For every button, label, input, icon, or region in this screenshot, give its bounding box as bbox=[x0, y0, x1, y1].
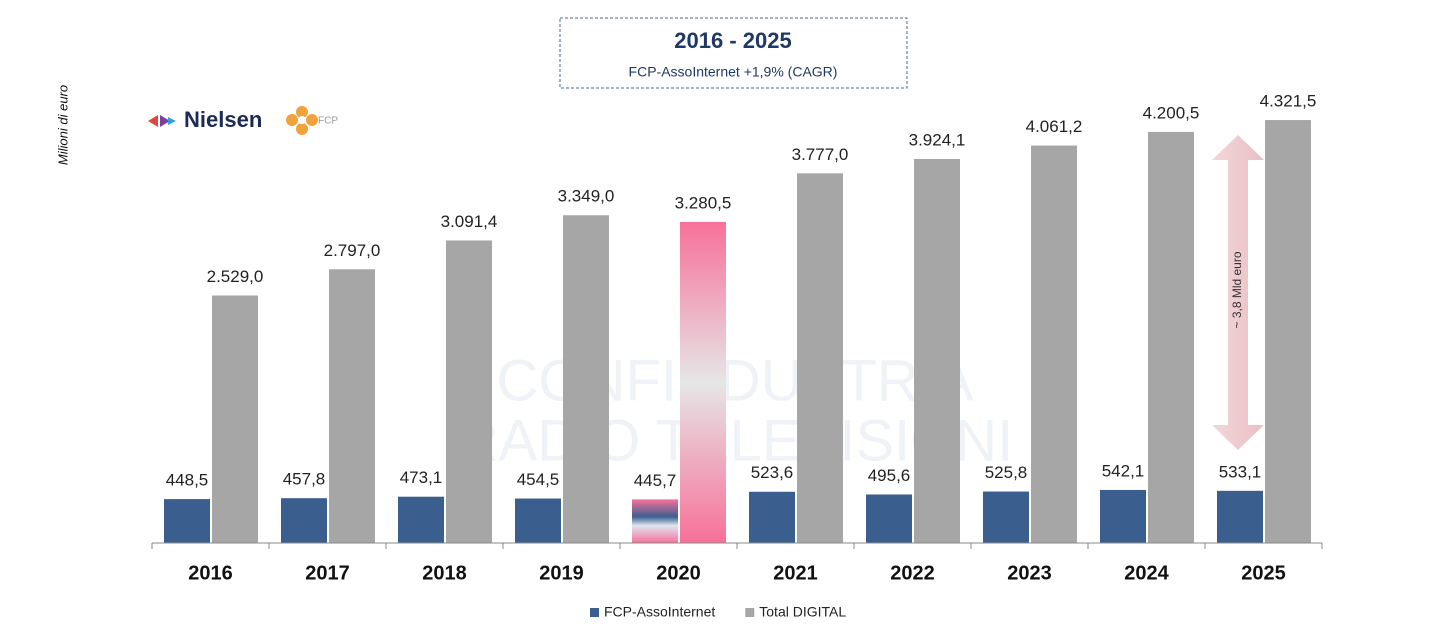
bar bbox=[1217, 490, 1263, 543]
nielsen-logo: Nielsen bbox=[148, 107, 262, 132]
x-tick-label: 2022 bbox=[890, 562, 935, 584]
bar bbox=[398, 496, 444, 543]
x-tick-label: 2016 bbox=[188, 562, 233, 584]
y-axis-label: Milioni di euro bbox=[55, 85, 70, 165]
value-label: 2.797,0 bbox=[324, 241, 381, 260]
value-label: 533,1 bbox=[1219, 462, 1262, 481]
value-label: 3.091,4 bbox=[441, 212, 498, 231]
value-label: 4.321,5 bbox=[1260, 92, 1317, 111]
x-tick-label: 2023 bbox=[1007, 562, 1052, 584]
bar bbox=[446, 240, 492, 543]
legend-label: FCP-AssoInternet bbox=[604, 604, 715, 620]
legend-swatch bbox=[745, 608, 755, 617]
value-label: 4.061,2 bbox=[1026, 117, 1083, 136]
logo-shape bbox=[296, 123, 308, 135]
x-tick-label: 2020 bbox=[656, 562, 701, 584]
title-box bbox=[559, 17, 908, 89]
logo-text: FCP bbox=[318, 116, 338, 127]
bar bbox=[164, 499, 210, 543]
logo-shape bbox=[298, 116, 306, 124]
x-tick-label: 2019 bbox=[539, 562, 584, 584]
bar bbox=[797, 173, 843, 543]
logo-shape bbox=[160, 115, 170, 127]
x-tick-label: 2018 bbox=[422, 562, 467, 584]
legend-label: Total DIGITAL bbox=[759, 604, 846, 620]
chart-title: 2016 - 2025 bbox=[674, 28, 791, 53]
bar bbox=[563, 215, 609, 543]
bar bbox=[632, 499, 678, 543]
value-label: 523,6 bbox=[751, 463, 794, 482]
value-label: 2.529,0 bbox=[207, 267, 264, 286]
bar bbox=[281, 498, 327, 543]
value-label: 3.280,5 bbox=[675, 193, 732, 212]
bar bbox=[1265, 120, 1311, 543]
x-tick-label: 2017 bbox=[305, 562, 350, 584]
value-label: 4.200,5 bbox=[1143, 103, 1200, 122]
value-label: 3.349,0 bbox=[558, 187, 615, 206]
bar bbox=[1031, 145, 1077, 544]
logo-shape bbox=[168, 117, 176, 125]
bar bbox=[1100, 489, 1146, 543]
value-label: 454,5 bbox=[517, 470, 560, 489]
value-label: 457,8 bbox=[283, 470, 326, 489]
x-tick-label: 2021 bbox=[773, 562, 818, 584]
logo-shape bbox=[148, 115, 158, 127]
double-arrow bbox=[1212, 135, 1264, 450]
bar bbox=[866, 494, 912, 543]
value-label: 3.777,0 bbox=[792, 145, 849, 164]
value-label: 495,6 bbox=[868, 466, 911, 485]
value-label: 3.924,1 bbox=[909, 130, 966, 149]
value-label: 445,7 bbox=[634, 471, 677, 490]
value-label: 473,1 bbox=[400, 468, 443, 487]
x-tick-label: 2024 bbox=[1124, 562, 1169, 584]
bar bbox=[1148, 131, 1194, 543]
legend-swatch bbox=[590, 608, 599, 617]
bar bbox=[983, 491, 1029, 543]
bar bbox=[329, 269, 375, 543]
bar bbox=[914, 158, 960, 543]
value-label: 542,1 bbox=[1102, 461, 1145, 480]
annotation-arrow: ~ 3,8 Mld euro bbox=[1212, 135, 1264, 450]
logo-shape bbox=[306, 114, 318, 126]
value-label: 525,8 bbox=[985, 463, 1028, 482]
logo-shape bbox=[286, 114, 298, 126]
logo-text: Nielsen bbox=[184, 107, 262, 132]
logo-shape bbox=[296, 106, 308, 118]
bar bbox=[515, 498, 561, 543]
fcp-logo: FCP bbox=[286, 106, 338, 135]
value-label: 448,5 bbox=[166, 471, 209, 490]
chart-subtitle: FCP-AssoInternet +1,9% (CAGR) bbox=[629, 64, 838, 80]
bar bbox=[212, 295, 258, 543]
bar bbox=[749, 491, 795, 543]
x-tick-label: 2025 bbox=[1241, 562, 1286, 584]
bar bbox=[680, 221, 726, 543]
annotation: ~ 3,8 Mld euro bbox=[1230, 251, 1244, 328]
